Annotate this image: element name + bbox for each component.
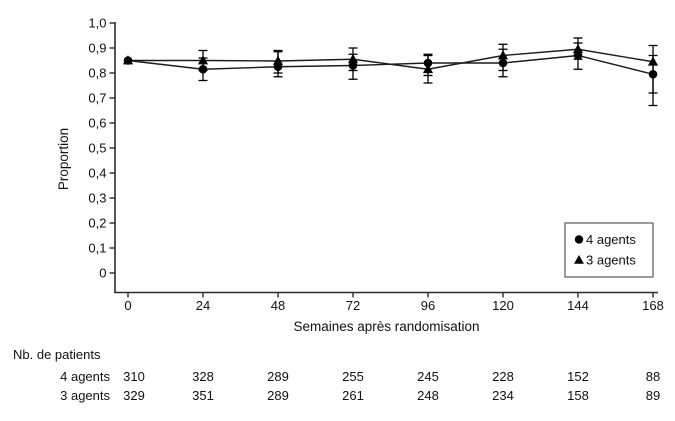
patients-value: 255 <box>342 369 364 384</box>
x-tick-label: 0 <box>124 298 131 313</box>
x-tick-label: 96 <box>421 298 435 313</box>
patients-row-label: 3 agents <box>60 388 110 403</box>
y-tick-label: 0,9 <box>88 41 106 56</box>
patients-value: 289 <box>267 388 289 403</box>
patients-value: 261 <box>342 388 364 403</box>
y-tick-label: 0,4 <box>88 166 106 181</box>
marker-3-agents-week-168 <box>647 56 659 66</box>
y-tick-label: 0,8 <box>88 66 106 81</box>
x-tick-label: 144 <box>567 298 589 313</box>
marker-3-agents-week-96 <box>422 63 434 74</box>
patients-value: 310 <box>123 369 145 384</box>
marker-4-agents-week-72 <box>348 61 358 70</box>
marker-4-agents-week-96 <box>423 58 433 68</box>
patients-table-title: Nb. de patients <box>13 347 101 362</box>
patients-value: 245 <box>417 369 439 384</box>
y-tick-label: 0,3 <box>88 191 106 206</box>
patients-value: 328 <box>192 369 214 384</box>
marker-3-agents-week-72 <box>347 53 359 64</box>
y-tick-label: 0,7 <box>88 91 106 106</box>
marker-3-agents-week-48 <box>272 55 284 65</box>
patients-value: 152 <box>567 369 589 384</box>
patients-value: 228 <box>492 369 514 384</box>
patients-value: 289 <box>267 369 289 384</box>
marker-3-agents-week-0 <box>122 55 134 65</box>
series-line-3-agents <box>128 48 654 70</box>
legend-label: 3 agents <box>586 253 636 268</box>
x-tick-label: 72 <box>346 298 360 313</box>
marker-4-agents-week-120 <box>498 58 508 68</box>
y-tick-label: 1,0 <box>88 16 106 31</box>
legend-triangle-icon <box>574 255 584 264</box>
patients-value: 248 <box>417 388 439 403</box>
y-tick-label: 0,2 <box>88 216 106 231</box>
patients-value: 329 <box>123 388 145 403</box>
legend-circle-icon <box>574 235 584 244</box>
y-axis-title: Proportion <box>56 128 71 190</box>
y-tick-label: 0,1 <box>88 241 106 256</box>
x-tick-label: 120 <box>492 298 514 313</box>
y-tick-label: 0 <box>99 266 106 281</box>
patients-row-label: 4 agents <box>60 369 110 384</box>
legend-label: 4 agents <box>586 232 636 247</box>
x-tick-label: 168 <box>642 298 664 313</box>
patients-value: 158 <box>567 388 589 403</box>
y-tick-label: 0,5 <box>88 141 106 156</box>
marker-3-agents-week-24 <box>197 55 209 65</box>
marker-3-agents-week-120 <box>497 50 509 60</box>
marker-3-agents-week-144 <box>572 43 584 54</box>
y-tick-label: 0,6 <box>88 116 106 131</box>
marker-4-agents-week-168 <box>648 69 658 79</box>
x-tick-label: 24 <box>196 298 210 313</box>
legend-box <box>564 222 654 278</box>
patients-value: 351 <box>192 388 214 403</box>
patients-value: 89 <box>646 388 660 403</box>
x-tick-label: 48 <box>271 298 285 313</box>
patients-value: 88 <box>646 369 660 384</box>
marker-4-agents-week-144 <box>573 51 583 60</box>
marker-4-agents-week-24 <box>198 64 208 74</box>
x-axis-title: Semaines après randomisation <box>293 319 479 334</box>
patients-value: 234 <box>492 388 514 403</box>
